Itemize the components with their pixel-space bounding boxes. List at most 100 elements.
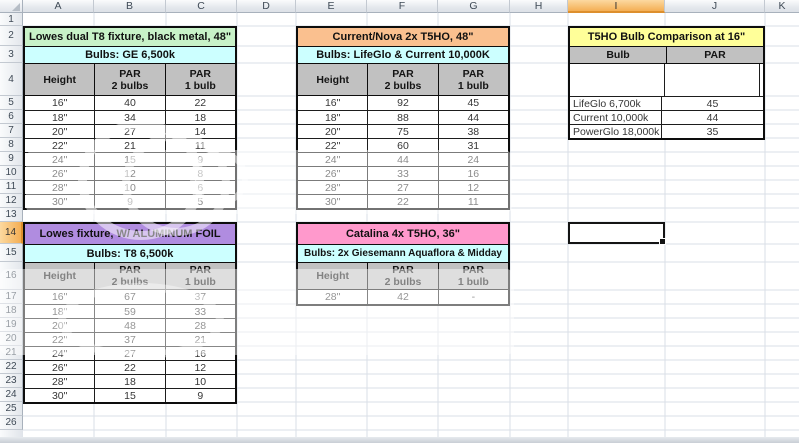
cell-height[interactable]: 24" — [324, 153, 341, 166]
cell-height[interactable]: 16" — [324, 97, 341, 109]
select-all-corner[interactable] — [0, 0, 23, 13]
cell-par-1bulb[interactable]: 12 — [437, 181, 508, 194]
row-header[interactable]: 18 — [0, 304, 23, 318]
cell-height[interactable]: 24" — [51, 347, 68, 360]
header-par-1bulb[interactable]: PAR 1 bulb — [164, 64, 235, 95]
cell-height[interactable]: 24" — [51, 153, 68, 166]
cell-par-2bulbs[interactable]: 9 — [94, 195, 164, 208]
cell-height[interactable]: 22" — [324, 139, 341, 152]
column-header[interactable]: I — [568, 0, 665, 13]
header-par-1bulb[interactable]: PAR 1 bulb — [437, 263, 508, 289]
selected-cell-I14[interactable] — [568, 222, 666, 245]
cell-par-2bulbs[interactable]: 42 — [367, 290, 437, 304]
header-par-2bulbs[interactable]: PAR 2 bulbs — [94, 64, 164, 95]
cell-par-1bulb[interactable]: 22 — [164, 96, 235, 110]
table-title[interactable]: T5HO Bulb Comparison at 16" — [570, 28, 763, 47]
cell-par-1bulb[interactable]: 11 — [164, 139, 235, 152]
cell-par-2bulbs[interactable]: 12 — [94, 167, 164, 180]
column-header[interactable]: E — [296, 0, 367, 13]
cell-par-1bulb[interactable]: 5 — [164, 195, 235, 208]
row-header[interactable]: 4 — [0, 63, 23, 96]
cell-height[interactable]: 26" — [324, 167, 341, 180]
row-header[interactable]: 5 — [0, 96, 23, 110]
cell-height[interactable]: 30" — [324, 195, 341, 208]
row-header[interactable]: 26 — [0, 416, 23, 430]
cell-par-2bulbs[interactable]: 88 — [367, 111, 437, 124]
header-height[interactable]: Height — [316, 270, 349, 282]
cell-par-1bulb[interactable]: 24 — [437, 153, 508, 166]
header-par-2bulbs[interactable]: PAR 2 bulbs — [367, 64, 437, 95]
cell-height[interactable]: 20" — [51, 125, 68, 138]
row-header[interactable]: 20 — [0, 332, 23, 346]
cell-par-1bulb[interactable]: 16 — [164, 347, 235, 360]
cell-par-2bulbs[interactable]: 34 — [94, 111, 164, 124]
cell-par-2bulbs[interactable]: 18 — [94, 375, 164, 388]
cell-par[interactable]: 45 — [661, 97, 763, 110]
cell-height[interactable]: 20" — [324, 125, 341, 138]
row-header[interactable]: 1 — [0, 13, 23, 26]
cell-par-2bulbs[interactable]: 48 — [94, 319, 164, 332]
cell-par-2bulbs[interactable]: 60 — [367, 139, 437, 152]
cell-par-2bulbs[interactable]: 15 — [94, 153, 164, 166]
empty-cell[interactable] — [665, 64, 760, 96]
column-header[interactable]: C — [166, 0, 237, 13]
header-par-1bulb[interactable]: PAR 1 bulb — [164, 263, 235, 289]
header-height[interactable]: Height — [316, 73, 349, 86]
cell-height[interactable]: 16" — [51, 291, 68, 303]
cell-par-2bulbs[interactable]: 92 — [367, 96, 437, 110]
header-par-1bulb[interactable]: PAR 1 bulb — [437, 64, 508, 95]
column-header[interactable]: F — [367, 0, 438, 13]
column-header[interactable]: D — [237, 0, 296, 13]
column-header[interactable]: K — [765, 0, 799, 13]
row-header[interactable]: 11 — [0, 180, 23, 194]
cell-par-2bulbs[interactable]: 21 — [94, 139, 164, 152]
cell-par-1bulb[interactable]: 33 — [164, 305, 235, 318]
cell-par-1bulb[interactable]: 18 — [164, 111, 235, 124]
table-title[interactable]: Catalina 4x T5HO, 36" — [298, 224, 508, 245]
cell-par-1bulb[interactable]: 21 — [164, 333, 235, 346]
cell-height[interactable]: 28" — [51, 181, 68, 194]
cell-par-1bulb[interactable]: 31 — [437, 139, 508, 152]
row-header[interactable]: 24 — [0, 388, 23, 402]
row-header[interactable]: 22 — [0, 360, 23, 374]
row-header[interactable]: 13 — [0, 208, 23, 222]
row-header[interactable]: 6 — [0, 110, 23, 124]
row-header[interactable]: 21 — [0, 346, 23, 360]
cell-height[interactable]: 18" — [51, 111, 68, 124]
row-header[interactable]: 3 — [0, 46, 23, 63]
cell-height[interactable]: 26" — [51, 361, 68, 374]
cell-par-2bulbs[interactable]: 33 — [367, 167, 437, 180]
cell-par-2bulbs[interactable]: 15 — [94, 389, 164, 402]
cell-bulb-name[interactable]: LifeGlo 6,700k — [573, 97, 641, 110]
fill-handle[interactable] — [659, 238, 666, 245]
table-title[interactable]: Lowes dual T8 fixture, black metal, 48" — [25, 28, 235, 47]
header-par[interactable]: PAR — [666, 47, 763, 63]
cell-par-1bulb[interactable]: 9 — [164, 389, 235, 402]
header-par-2bulbs[interactable]: PAR 2 bulbs — [367, 263, 437, 289]
header-height[interactable]: Height — [43, 73, 76, 86]
row-header[interactable]: 15 — [0, 244, 23, 262]
row-header[interactable]: 16 — [0, 262, 23, 290]
cell-par-2bulbs[interactable]: 22 — [94, 361, 164, 374]
column-header[interactable]: J — [665, 0, 765, 13]
cell-height[interactable]: 28" — [324, 291, 341, 303]
cell-par-1bulb[interactable]: 12 — [164, 361, 235, 374]
cell-par-2bulbs[interactable]: 44 — [367, 153, 437, 166]
cell-par-2bulbs[interactable]: 27 — [94, 347, 164, 360]
cell-height[interactable]: 16" — [51, 97, 68, 109]
cell-par-1bulb[interactable]: 16 — [437, 167, 508, 180]
cell-par[interactable]: 35 — [661, 125, 763, 138]
cell-height[interactable]: 28" — [51, 375, 68, 388]
cell-par-2bulbs[interactable]: 59 — [94, 305, 164, 318]
cell-par-2bulbs[interactable]: 37 — [94, 333, 164, 346]
empty-cell[interactable] — [570, 64, 665, 96]
column-header[interactable]: B — [94, 0, 166, 13]
column-header[interactable]: A — [23, 0, 94, 13]
table-title[interactable]: Current/Nova 2x T5HO, 48" — [298, 28, 508, 47]
cell-par-1bulb[interactable]: 11 — [437, 195, 508, 208]
cell-par-1bulb[interactable]: 9 — [164, 153, 235, 166]
cell-par-1bulb[interactable]: 6 — [164, 181, 235, 194]
row-header[interactable]: 9 — [0, 152, 23, 166]
row-header[interactable]: 8 — [0, 138, 23, 152]
row-header[interactable]: 23 — [0, 374, 23, 388]
